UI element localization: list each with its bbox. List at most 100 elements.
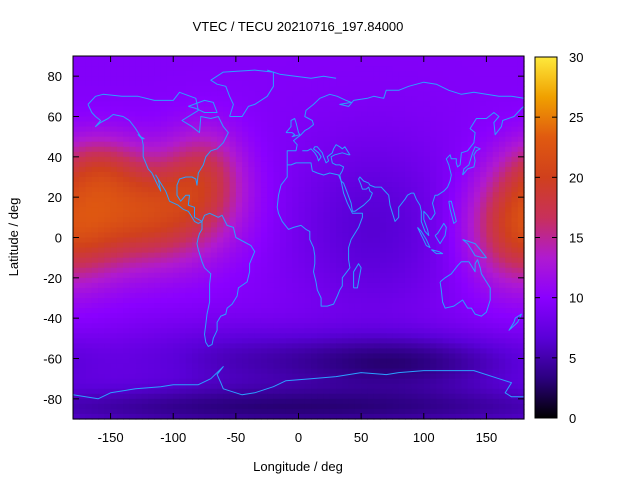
heatmap-cell	[455, 96, 462, 102]
heatmap-cell	[373, 71, 381, 77]
heatmap-cell	[173, 86, 181, 92]
heatmap-cell	[267, 187, 275, 193]
heatmap-cell	[298, 161, 306, 168]
heatmap-cell	[417, 156, 425, 163]
heatmap-cell	[486, 126, 494, 133]
heatmap-cell	[492, 56, 500, 62]
heatmap-cell	[304, 121, 312, 128]
heatmap-cell	[379, 232, 387, 239]
heatmap-cell	[317, 212, 325, 218]
heatmap-cell	[348, 277, 356, 284]
heatmap-cell	[248, 262, 256, 269]
heatmap-cell	[104, 116, 112, 123]
heatmap-cell	[160, 121, 168, 128]
heatmap-cell	[260, 212, 268, 218]
heatmap-cell	[298, 76, 306, 82]
heatmap-cell	[204, 101, 212, 108]
heatmap-cell	[480, 373, 488, 380]
heatmap-cell	[148, 378, 156, 385]
heatmap-cell	[386, 66, 394, 72]
heatmap-cell	[192, 373, 199, 380]
heatmap-cell	[511, 368, 519, 375]
heatmap-cell	[235, 333, 243, 339]
heatmap-cell	[517, 353, 525, 360]
heatmap-cell	[260, 111, 268, 118]
heatmap-cell	[123, 96, 130, 102]
heatmap-cell	[217, 257, 224, 264]
heatmap-cell	[311, 358, 318, 365]
heatmap-cell	[348, 338, 356, 344]
heatmap-cell	[148, 171, 156, 178]
heatmap-cell	[317, 262, 325, 269]
heatmap-cell	[354, 318, 362, 324]
heatmap-cell	[298, 242, 306, 249]
heatmap-cell	[229, 282, 237, 289]
heatmap-cell	[148, 192, 156, 198]
heatmap-cell	[398, 166, 406, 173]
heatmap-cell	[160, 106, 168, 113]
heatmap-cell	[323, 166, 331, 173]
heatmap-cell	[73, 257, 80, 264]
heatmap-cell	[242, 126, 249, 133]
heatmap-cell	[116, 313, 124, 319]
heatmap-cell	[329, 81, 337, 87]
heatmap-cell	[135, 368, 143, 375]
heatmap-cell	[73, 338, 80, 344]
heatmap-cell	[242, 318, 249, 324]
heatmap-cell	[116, 323, 124, 329]
heatmap-cell	[173, 282, 181, 289]
heatmap-cell	[242, 353, 249, 360]
heatmap-cell	[160, 323, 168, 329]
heatmap-cell	[379, 318, 387, 324]
heatmap-cell	[242, 61, 249, 67]
heatmap-cell	[448, 111, 456, 118]
heatmap-cell	[511, 313, 519, 319]
heatmap-cell	[85, 141, 93, 148]
heatmap-cell	[242, 96, 249, 102]
heatmap-cell	[185, 287, 193, 294]
heatmap-cell	[160, 61, 168, 67]
heatmap-cell	[85, 131, 93, 138]
heatmap-cell	[185, 333, 193, 339]
heatmap-cell	[242, 232, 249, 239]
heatmap-cell	[480, 252, 488, 259]
heatmap-cell	[223, 313, 231, 319]
heatmap-cell	[354, 323, 362, 329]
heatmap-cell	[285, 388, 293, 395]
heatmap-cell	[473, 86, 481, 92]
heatmap-cell	[141, 313, 149, 319]
heatmap-cell	[486, 282, 494, 289]
heatmap-cell	[192, 197, 199, 203]
heatmap-cell	[505, 81, 513, 87]
heatmap-cell	[511, 101, 519, 108]
heatmap-cell	[135, 126, 143, 133]
heatmap-cell	[242, 348, 249, 355]
heatmap-cell	[311, 373, 318, 380]
heatmap-cell	[367, 177, 375, 183]
heatmap-cell	[430, 252, 437, 259]
heatmap-cell	[248, 171, 256, 178]
heatmap-cell	[179, 303, 187, 309]
heatmap-cell	[235, 348, 243, 355]
heatmap-cell	[354, 338, 362, 344]
heatmap-cell	[141, 242, 149, 249]
heatmap-cell	[473, 171, 481, 178]
heatmap-cell	[116, 358, 124, 365]
heatmap-cell	[298, 272, 306, 279]
heatmap-cell	[148, 393, 156, 400]
heatmap-cell	[361, 378, 368, 385]
heatmap-cell	[104, 383, 112, 390]
heatmap-cell	[229, 146, 237, 153]
heatmap-cell	[386, 212, 394, 218]
heatmap-cell	[91, 161, 99, 168]
heatmap-cell	[91, 192, 99, 198]
heatmap-cell	[373, 111, 381, 118]
heatmap-cell	[160, 313, 168, 319]
heatmap-cell	[505, 197, 513, 203]
heatmap-cell	[505, 86, 513, 92]
heatmap-cell	[223, 398, 231, 405]
heatmap-cell	[285, 126, 293, 133]
heatmap-cell	[173, 171, 181, 178]
heatmap-cell	[492, 378, 500, 385]
heatmap-cell	[442, 141, 450, 148]
